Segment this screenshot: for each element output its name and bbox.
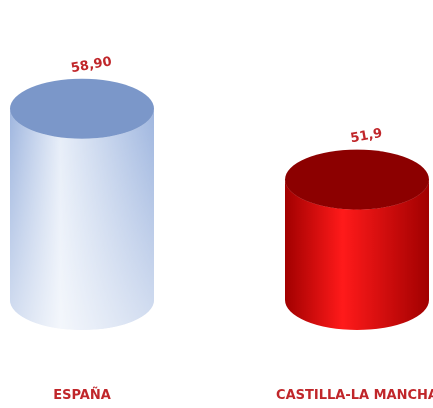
labels-layer: 58,90 ESPAÑA 51,9 CASTILLA-LA MANCHA <box>53 54 433 403</box>
bar-body-1 <box>285 179 429 330</box>
bar-body-shade-0 <box>10 108 154 331</box>
bar-1 <box>285 149 429 330</box>
category-label-0: ESPAÑA <box>53 387 111 403</box>
value-label-0: 58,90 <box>70 54 113 76</box>
bars-layer <box>10 78 429 331</box>
bar-0 <box>10 78 154 331</box>
value-label-1: 51,9 <box>349 126 383 146</box>
bar-top-1 <box>285 149 429 210</box>
category-label-1: CASTILLA-LA MANCHA <box>276 388 433 403</box>
bar-top-0 <box>10 78 154 139</box>
